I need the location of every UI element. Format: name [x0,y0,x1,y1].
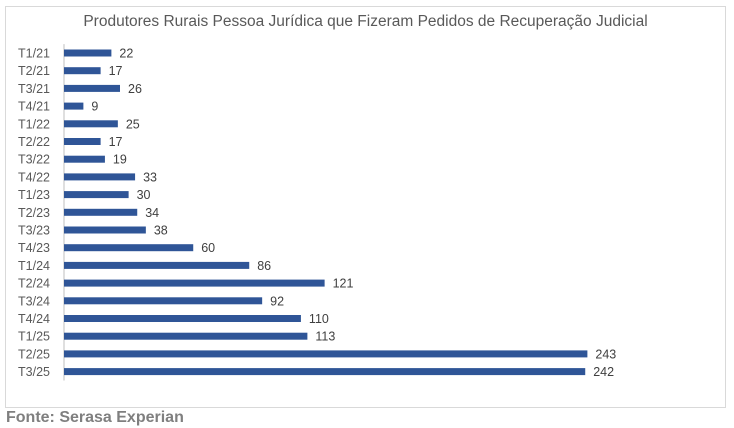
bar [64,244,194,252]
bar [64,332,308,340]
bar [64,226,146,234]
category-tick-label: T1/25 [18,330,50,344]
data-label: 17 [109,135,123,149]
data-label: 242 [593,365,614,379]
bar [64,102,84,110]
category-tick-label: T1/24 [18,259,50,273]
category-tick-label: T2/21 [18,64,50,78]
bar [64,315,301,322]
category-tick-label: T4/24 [18,312,50,326]
category-tick-labels: T1/21 T2/21 T3/21 T4/21 T1/22 T2/22 T3/22 T4/22… [18,47,50,380]
bar [64,138,101,145]
bars [64,49,588,376]
data-label: 86 [257,259,271,273]
bar [64,208,138,216]
chart-frame [5,6,726,408]
category-tick-label: T3/24 [18,294,50,308]
bar [64,155,105,163]
bar [64,279,325,287]
data-label: 92 [270,294,284,308]
category-tick-label: T4/23 [18,241,50,255]
data-label: 26 [128,82,142,96]
category-tick-label: T1/23 [18,188,50,202]
category-tick-label: T4/22 [18,170,50,184]
data-label: 33 [143,170,157,184]
bar [64,350,588,358]
category-tick-label: T3/23 [18,224,50,238]
category-tick-label: T2/23 [18,206,50,220]
data-label: 121 [333,277,354,291]
category-tick-label: T2/24 [18,277,50,291]
data-label: 113 [315,330,335,344]
data-label: 19 [113,153,127,167]
source-note: Fonte: Serasa Experian [6,409,184,426]
category-tick-label: T3/22 [18,153,50,167]
bar [64,297,263,305]
data-label: 38 [154,224,168,238]
chart-title: Produtores Rurais Pessoa Jurídica que Fi… [83,13,648,30]
data-label: 34 [145,206,159,220]
category-tick-label: T2/25 [18,347,50,361]
bar [64,67,101,75]
bar [64,84,120,92]
category-tick-label: T2/22 [18,135,50,149]
data-labels: 2217269251719333034386086121921101132432… [91,47,616,380]
category-tick-label: T3/21 [18,82,50,96]
category-tick-label: T1/22 [18,117,50,131]
category-tick-label: T4/21 [18,100,50,114]
data-label: 25 [126,117,140,131]
category-tick-label: T3/25 [18,365,50,379]
data-label: 9 [91,100,98,114]
data-label: 243 [595,347,616,361]
data-label: 110 [309,312,329,326]
bar [64,191,129,199]
bar [64,368,586,376]
category-tick-label: T1/21 [18,47,50,61]
data-label: 30 [137,188,151,202]
bar [64,173,136,181]
data-label: 22 [119,47,133,61]
data-label: 17 [109,64,123,78]
data-label: 60 [201,241,215,255]
bar [64,49,112,57]
bar [64,261,250,269]
bar [64,120,118,128]
